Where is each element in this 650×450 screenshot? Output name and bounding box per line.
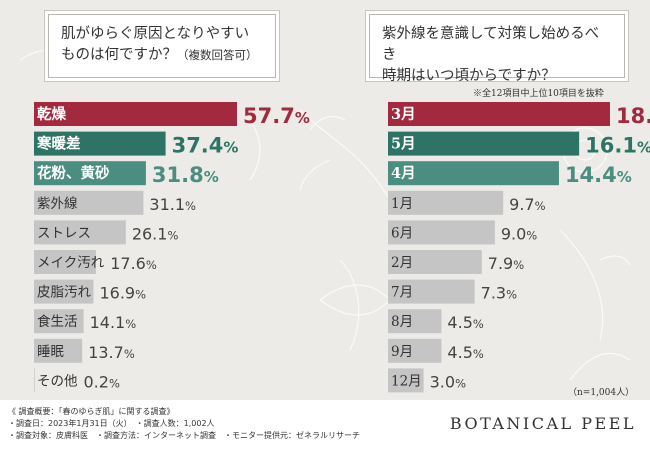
survey-overview-method: ・調査対象：皮膚科医 ・調査方法：インターネット調査 ・モニター提供元：ゼネラル… — [8, 431, 360, 440]
left-bar-4 — [34, 220, 126, 245]
left-value-label-4: 26.1% — [132, 224, 179, 243]
right-question-box: 紫外線を意識して対策し始めるべき 時期はいつ頃からですか？ — [369, 14, 625, 84]
right-category-label-5: 2月 — [391, 255, 413, 271]
right-value-label-4: 9.0% — [501, 224, 537, 243]
right-bar-5 — [388, 250, 482, 274]
right-bar-7 — [388, 309, 442, 334]
left-bar-1 — [34, 131, 166, 156]
right-category-label-4: 6月 — [391, 225, 413, 241]
left-value-label-8: 13.7% — [88, 343, 135, 362]
left-value-label-1: 37.4% — [172, 134, 239, 158]
right-value-label-8: 4.5% — [447, 343, 483, 362]
right-category-label-7: 8月 — [391, 314, 413, 330]
footer: 《 調査概要：「春のゆらぎ肌」に関する調査》 ・調査日：2023年1月31日（火… — [0, 400, 650, 450]
right-category-label-8: 9月 — [391, 344, 413, 360]
left-category-label-4: ストレス — [37, 225, 91, 241]
right-value-label-6: 7.3% — [481, 284, 517, 303]
left-bar-5 — [34, 250, 96, 274]
right-question-line2: 時期はいつ頃からですか？ — [382, 68, 556, 84]
top10-note: ※全12項目中上位10項目を抜粋 — [473, 89, 604, 99]
right-bar-0 — [388, 102, 610, 126]
right-value-label-7: 4.5% — [447, 313, 483, 332]
left-value-label-6: 16.9% — [99, 284, 146, 303]
survey-overview-title: 《 調査概要：「春のゆらぎ肌」に関する調査》 — [8, 407, 175, 416]
left-bar-9 — [34, 368, 35, 393]
right-value-label-1: 16.1% — [585, 134, 650, 158]
right-category-label-2: 4月 — [391, 165, 416, 182]
left-value-label-9: 0.2% — [84, 372, 120, 391]
right-category-label-1: 5月 — [391, 136, 416, 153]
left-bar-8 — [34, 338, 83, 363]
right-bar-8 — [388, 338, 442, 363]
survey-overview: 《 調査概要：「春のゆらぎ肌」に関する調査》 ・調査日：2023年1月31日（火… — [8, 406, 360, 442]
right-value-label-9: 3.0% — [430, 372, 466, 391]
right-bar-4 — [388, 220, 495, 245]
right-category-label-0: 3月 — [391, 106, 416, 123]
left-bar-7 — [34, 309, 84, 334]
left-category-label-5: メイク汚れ — [37, 255, 105, 271]
left-value-label-2: 31.8% — [152, 163, 219, 187]
right-category-label-3: 1月 — [391, 196, 413, 212]
left-question-line1: 肌がゆらぐ原因となりやすい — [61, 26, 250, 42]
left-category-label-0: 乾燥 — [37, 105, 66, 123]
right-bar-3 — [388, 190, 504, 215]
right-value-label-2: 14.4% — [565, 163, 632, 187]
left-bar-2 — [34, 161, 146, 186]
left-category-label-7: 食生活 — [37, 313, 78, 330]
left-question-line2: ものは何ですか？（複数回答可） — [61, 45, 263, 66]
right-value-label-3: 9.7% — [509, 195, 545, 214]
right-bar-2 — [388, 161, 559, 186]
right-category-label-9: 12月 — [391, 373, 422, 389]
left-question-box: 肌がゆらぐ原因となりやすい ものは何ですか？（複数回答可） — [48, 14, 276, 78]
left-category-label-1: 寒暖差 — [37, 135, 81, 153]
left-value-label-0: 57.7% — [243, 104, 310, 128]
left-question-suffix: （複数回答可） — [177, 48, 258, 62]
right-value-label-5: 7.9% — [488, 254, 524, 273]
left-category-label-8: 睡眠 — [37, 344, 64, 360]
left-bar-6 — [34, 279, 94, 304]
right-bar-6 — [388, 279, 475, 304]
right-value-label-0: 18.7% — [616, 104, 650, 128]
brand-logo: BOTANICAL PEEL — [449, 414, 636, 433]
right-bar-1 — [388, 131, 580, 156]
left-category-label-6: 皮脂汚れ — [37, 285, 91, 301]
left-bar-3 — [34, 190, 144, 215]
right-category-label-6: 7月 — [391, 285, 413, 301]
left-category-label-3: 紫外線 — [37, 196, 78, 212]
right-bar-9 — [388, 368, 424, 393]
survey-overview-date: ・調査日：2023年1月31日（火） ・調査人数：1,002人 — [8, 419, 215, 428]
left-value-label-3: 31.1% — [149, 195, 196, 214]
left-category-label-9: その他 — [37, 373, 78, 389]
left-category-label-2: 花粉、黄砂 — [37, 164, 110, 182]
left-value-label-5: 17.6% — [110, 254, 157, 273]
right-question-line1: 紫外線を意識して対策し始めるべき — [382, 26, 600, 63]
left-question-line2-text: ものは何ですか？ — [61, 47, 177, 63]
respondents-count: （n=1,004人） — [568, 388, 635, 398]
left-bar-0 — [34, 102, 237, 126]
left-value-label-7: 14.1% — [90, 313, 137, 332]
